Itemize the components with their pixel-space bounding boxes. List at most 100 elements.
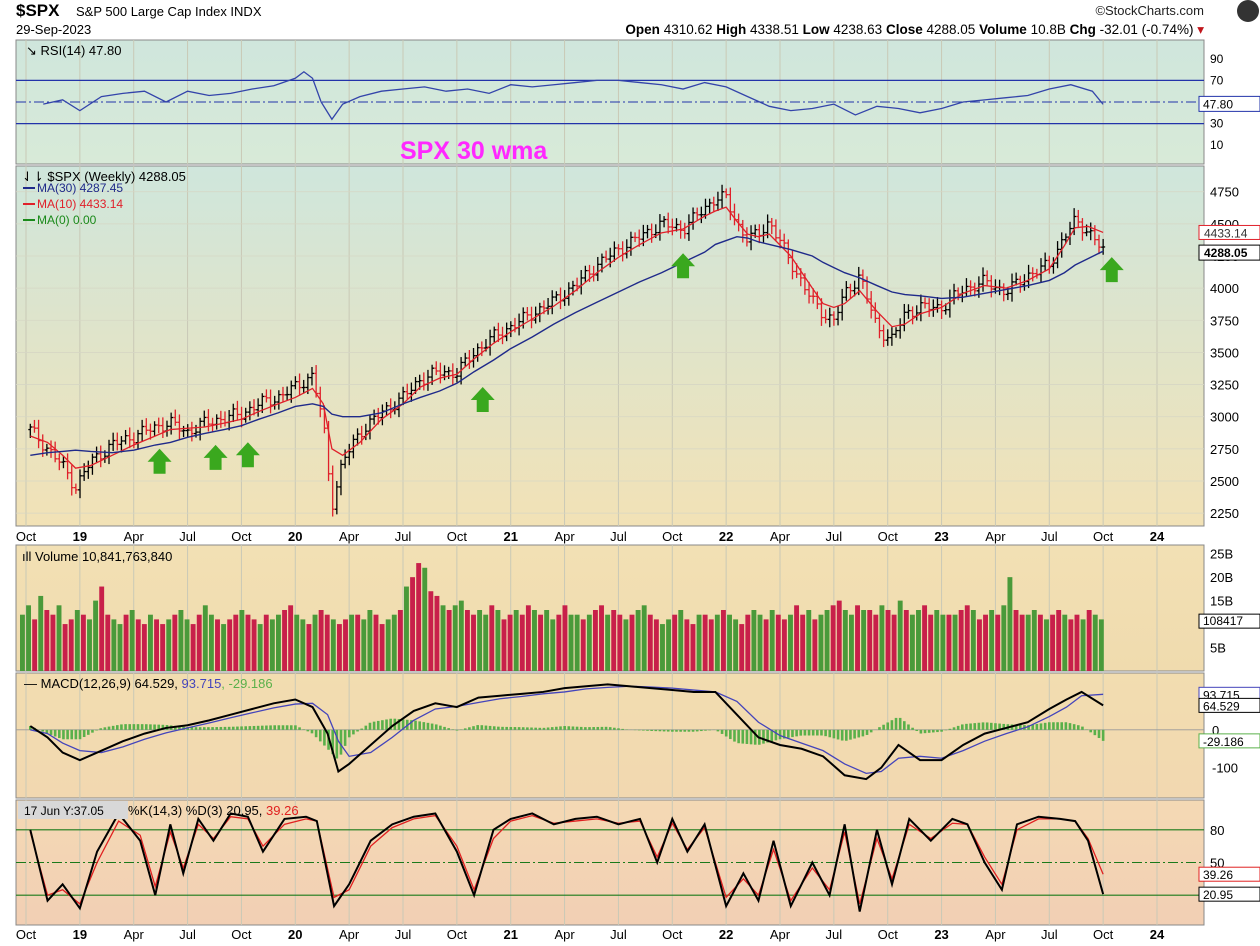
macd-histogram-bar bbox=[998, 723, 1001, 730]
volume-bar bbox=[208, 614, 214, 671]
high-label: High bbox=[716, 22, 747, 37]
macd-histogram-bar bbox=[608, 727, 612, 730]
macd-histogram-bar bbox=[447, 728, 450, 730]
macd-histogram-bar bbox=[579, 726, 583, 730]
volume-bar bbox=[1080, 619, 1086, 671]
macd-histogram-bar bbox=[791, 729, 794, 738]
x-axis-label: 23 bbox=[934, 529, 948, 544]
stoch-value-box bbox=[1198, 886, 1260, 902]
volume-bar bbox=[123, 614, 129, 671]
volume-bar bbox=[343, 619, 348, 671]
macd-histogram-bar bbox=[136, 724, 140, 730]
macd-histogram-bar bbox=[621, 728, 624, 730]
volume-bar bbox=[410, 577, 416, 671]
volume-bar bbox=[80, 614, 86, 671]
macd-histogram-bar bbox=[546, 727, 550, 730]
rsi-line bbox=[43, 70, 1104, 121]
volume-bar bbox=[178, 610, 184, 671]
macd-histogram-bar bbox=[476, 725, 479, 730]
macd-histogram-bar bbox=[530, 727, 533, 730]
macd-histogram-bar bbox=[567, 726, 571, 730]
macd-histogram-bar bbox=[1081, 726, 1084, 730]
volume-bar bbox=[513, 610, 519, 671]
volume-bar bbox=[215, 619, 220, 671]
macd-histogram-bar bbox=[704, 729, 707, 731]
x-axis-label-bottom: 21 bbox=[503, 927, 517, 942]
volume-bar bbox=[922, 605, 928, 671]
x-axis-label-bottom: Apr bbox=[554, 927, 575, 942]
volume-bar bbox=[251, 619, 257, 671]
macd-histogram-bar bbox=[410, 720, 413, 730]
macd-histogram-bar bbox=[227, 726, 231, 730]
macd-value-label: -29.186 bbox=[1203, 735, 1244, 749]
macd-histogram-bar bbox=[671, 729, 674, 732]
macd-histogram-bar bbox=[418, 721, 421, 730]
macd-histogram-bar bbox=[745, 729, 749, 744]
macd-histogram-bar bbox=[323, 729, 326, 746]
volume-bar bbox=[556, 614, 562, 671]
macd-histogram-bar bbox=[617, 728, 620, 730]
macd-histogram-bar bbox=[820, 729, 823, 736]
volume-bar bbox=[544, 610, 550, 671]
macd-histogram-bar bbox=[360, 728, 363, 730]
rsi-tick-label: 30 bbox=[1210, 117, 1224, 131]
macd-histogram-bar bbox=[708, 729, 711, 731]
x-axis-label: Apr bbox=[770, 529, 791, 544]
macd-histogram-bar bbox=[861, 729, 865, 737]
macd-histogram-bar bbox=[91, 729, 94, 733]
x-axis-label: Oct bbox=[878, 529, 899, 544]
macd-histogram-bar bbox=[555, 726, 558, 730]
volume-bar bbox=[599, 605, 604, 671]
macd-histogram-bar bbox=[517, 727, 521, 730]
macd-histogram-bar bbox=[534, 727, 537, 730]
macd-histogram-bar bbox=[368, 722, 372, 730]
macd-histogram-bar bbox=[700, 729, 703, 732]
volume-bar bbox=[885, 610, 891, 671]
x-axis-label-bottom: Apr bbox=[770, 927, 791, 942]
volume-bar bbox=[867, 610, 873, 671]
macd-histogram-bar bbox=[662, 729, 666, 732]
volume-bar bbox=[641, 605, 647, 671]
macd-histogram-bar bbox=[584, 727, 587, 730]
price-tick-label: 2500 bbox=[1210, 474, 1239, 489]
price-tick-label: 2250 bbox=[1210, 506, 1239, 521]
volume-bar bbox=[184, 619, 190, 671]
macd-histogram-bar bbox=[310, 729, 314, 734]
x-axis-label: 21 bbox=[503, 529, 517, 544]
x-axis-label-bottom: 22 bbox=[719, 927, 733, 942]
macd-histogram-bar bbox=[741, 729, 745, 744]
macd-histogram-bar bbox=[521, 727, 525, 730]
macd-histogram-bar bbox=[965, 723, 968, 730]
macd-histogram-bar bbox=[505, 726, 508, 730]
macd-histogram-bar bbox=[737, 729, 740, 744]
x-axis-label: Jul bbox=[826, 529, 843, 544]
down-triangle-icon: ▾ bbox=[1197, 22, 1204, 37]
x-axis-label: 22 bbox=[719, 529, 733, 544]
volume-bar bbox=[1044, 619, 1049, 671]
price-legend-item: MA(10) 4433.14 bbox=[37, 197, 123, 211]
macd-histogram-bar bbox=[265, 725, 268, 730]
x-axis-label-bottom: Oct bbox=[1093, 927, 1114, 942]
volume-bar bbox=[562, 605, 568, 671]
macd-histogram-bar bbox=[936, 729, 939, 733]
volume-bar bbox=[373, 614, 379, 671]
macd-histogram-bar bbox=[484, 725, 488, 730]
macd-histogram-bar bbox=[194, 727, 198, 730]
volume-bar bbox=[720, 610, 726, 671]
x-axis-label-bottom: Oct bbox=[447, 927, 468, 942]
stoch-k-line bbox=[29, 811, 1105, 912]
price-legend-item: MA(0) 0.00 bbox=[37, 213, 97, 227]
volume-bar bbox=[714, 614, 720, 671]
price-tick-label: 3000 bbox=[1210, 410, 1239, 425]
macd-histogram-bar bbox=[981, 722, 985, 730]
volume-bar bbox=[141, 624, 147, 671]
panel-macd bbox=[15, 672, 1205, 799]
macd-histogram-bar bbox=[1043, 722, 1047, 730]
macd-value-box bbox=[1198, 697, 1260, 713]
volume-bar bbox=[1050, 614, 1056, 671]
volume-bar bbox=[824, 610, 830, 671]
volume-bar bbox=[952, 614, 958, 671]
x-axis-label-bottom: Oct bbox=[231, 927, 252, 942]
macd-histogram-bar bbox=[439, 725, 442, 730]
macd-histogram-bar bbox=[157, 724, 161, 730]
